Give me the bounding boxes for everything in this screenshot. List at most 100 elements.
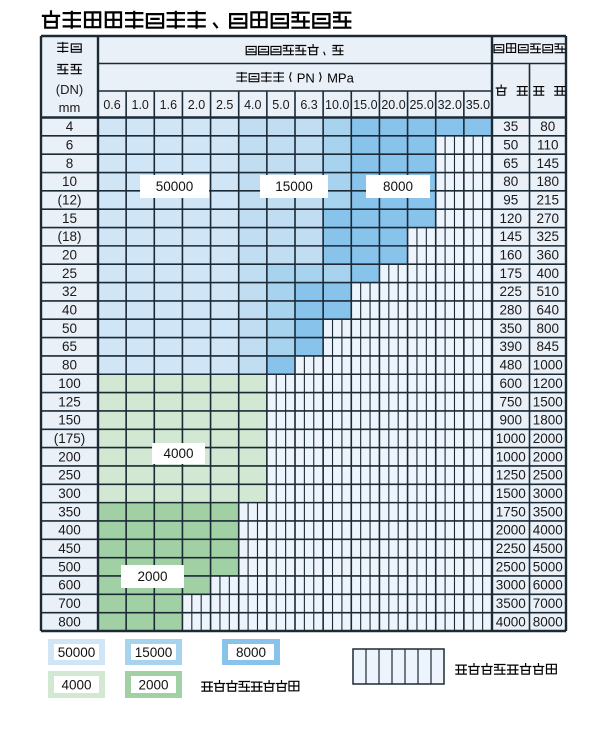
svg-text:1000: 1000 [496,449,526,464]
svg-text:640: 640 [536,303,559,318]
svg-text:6: 6 [66,138,74,153]
svg-text:80: 80 [540,119,555,134]
svg-text:400: 400 [536,266,559,281]
svg-text:125: 125 [58,394,81,409]
svg-text:8: 8 [66,156,74,171]
svg-text:300: 300 [58,486,81,501]
svg-text:4.0: 4.0 [244,98,261,112]
svg-text:65: 65 [62,339,77,354]
svg-text:32: 32 [62,284,77,299]
svg-text:4500: 4500 [533,541,563,556]
svg-text:50000: 50000 [156,179,194,194]
svg-text:50: 50 [62,321,77,336]
svg-text:95: 95 [503,193,518,208]
svg-text:65: 65 [503,156,518,171]
svg-text:160: 160 [499,248,522,263]
svg-text:7000: 7000 [533,596,563,611]
svg-text:120: 120 [499,211,522,226]
svg-text:2250: 2250 [496,541,526,556]
svg-text:750: 750 [499,394,522,409]
svg-text:3000: 3000 [533,486,563,501]
svg-text:845: 845 [536,339,559,354]
svg-text:700: 700 [58,596,81,611]
svg-text:10: 10 [62,174,77,189]
svg-text:225: 225 [499,284,522,299]
svg-text:3500: 3500 [496,596,526,611]
svg-text:1000: 1000 [533,358,563,373]
svg-text:2500: 2500 [496,559,526,574]
svg-text:8000: 8000 [236,645,266,660]
svg-text:25.0: 25.0 [409,98,433,112]
svg-text:510: 510 [536,284,559,299]
svg-text:100: 100 [58,376,81,391]
svg-text:3000: 3000 [496,578,526,593]
svg-text:80: 80 [62,358,77,373]
svg-text:360: 360 [536,248,559,263]
svg-text:350: 350 [58,504,81,519]
svg-text:390: 390 [499,339,522,354]
svg-text:180: 180 [536,174,559,189]
svg-text:250: 250 [58,468,81,483]
svg-text:0.6: 0.6 [103,98,120,112]
svg-text:20.0: 20.0 [381,98,405,112]
svg-text:15000: 15000 [275,179,313,194]
svg-text:40: 40 [62,303,77,318]
svg-text:1000: 1000 [496,431,526,446]
svg-text:800: 800 [536,321,559,336]
svg-text:2000: 2000 [533,449,563,464]
svg-text:175: 175 [499,266,522,281]
svg-text:270: 270 [536,211,559,226]
svg-text:4000: 4000 [163,446,193,461]
svg-text:400: 400 [58,523,81,538]
svg-text:50000: 50000 [58,645,96,660]
svg-text:1500: 1500 [533,394,563,409]
svg-text:2000: 2000 [496,523,526,538]
svg-text:2500: 2500 [533,468,563,483]
svg-text:800: 800 [58,614,81,629]
svg-text:1800: 1800 [533,413,563,428]
svg-text:(175): (175) [54,431,86,446]
svg-text:6000: 6000 [533,578,563,593]
svg-text:500: 500 [58,559,81,574]
svg-text:50: 50 [503,138,518,153]
svg-text:350: 350 [499,321,522,336]
svg-text:(12): (12) [57,193,81,208]
svg-text:35: 35 [503,119,518,134]
svg-text:PN: PN [297,71,315,86]
svg-text:2000: 2000 [533,431,563,446]
svg-text:2.0: 2.0 [188,98,205,112]
svg-text:4: 4 [66,119,74,134]
svg-text:280: 280 [499,303,522,318]
svg-text:450: 450 [58,541,81,556]
svg-text:1250: 1250 [496,468,526,483]
svg-text:15.0: 15.0 [353,98,377,112]
svg-text:1750: 1750 [496,504,526,519]
svg-text:600: 600 [58,578,81,593]
svg-text:900: 900 [499,413,522,428]
svg-text:5000: 5000 [533,559,563,574]
svg-text:MPa: MPa [327,71,355,86]
svg-text:215: 215 [536,193,559,208]
svg-text:1.6: 1.6 [160,98,177,112]
svg-text:15: 15 [62,211,77,226]
svg-text:200: 200 [58,449,81,464]
svg-text:32.0: 32.0 [438,98,462,112]
svg-text:80: 80 [503,174,518,189]
svg-text:5.0: 5.0 [272,98,289,112]
svg-text:110: 110 [537,138,559,153]
svg-text:1.0: 1.0 [132,98,149,112]
svg-text:4000: 4000 [533,523,563,538]
svg-text:145: 145 [499,229,522,244]
svg-text:2000: 2000 [137,569,167,584]
svg-text:3500: 3500 [533,504,563,519]
svg-text:480: 480 [499,358,522,373]
svg-text:25: 25 [62,266,77,281]
svg-text:600: 600 [499,376,522,391]
svg-text:4000: 4000 [61,678,91,693]
svg-text:325: 325 [536,229,559,244]
svg-text:145: 145 [536,156,559,171]
svg-text:1200: 1200 [533,376,563,391]
svg-text:8000: 8000 [383,179,413,194]
svg-text:35.0: 35.0 [466,98,490,112]
svg-text:10.0: 10.0 [325,98,349,112]
